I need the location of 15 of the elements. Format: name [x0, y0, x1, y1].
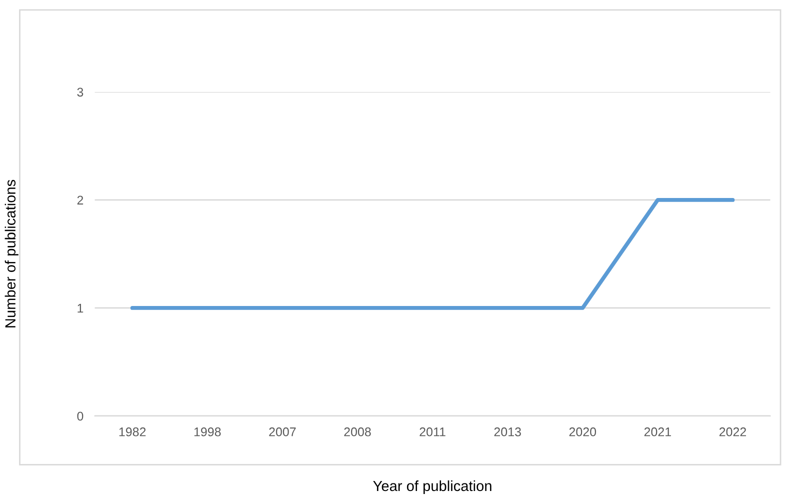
x-tick-label: 2021	[644, 427, 671, 436]
x-tick-label: 2011	[420, 427, 446, 436]
x-tick-label: 2020	[569, 427, 596, 436]
x-tick-label: 2008	[344, 427, 371, 436]
y-tick-label: 2	[77, 196, 84, 204]
x-tick-label: 2007	[269, 427, 296, 436]
x-tick-label: 1982	[119, 427, 146, 436]
y-tick-label: 1	[78, 304, 84, 313]
x-tick-label: 2022	[719, 427, 746, 436]
y-tick-label: 0	[77, 412, 84, 421]
x-axis-title: Year of publication	[373, 480, 492, 494]
x-tick-label: 2013	[494, 427, 521, 436]
x-tick-label: 1998	[194, 427, 221, 436]
y-axis-title: Number of publications	[4, 180, 18, 328]
y-tick-label: 3	[77, 88, 84, 97]
